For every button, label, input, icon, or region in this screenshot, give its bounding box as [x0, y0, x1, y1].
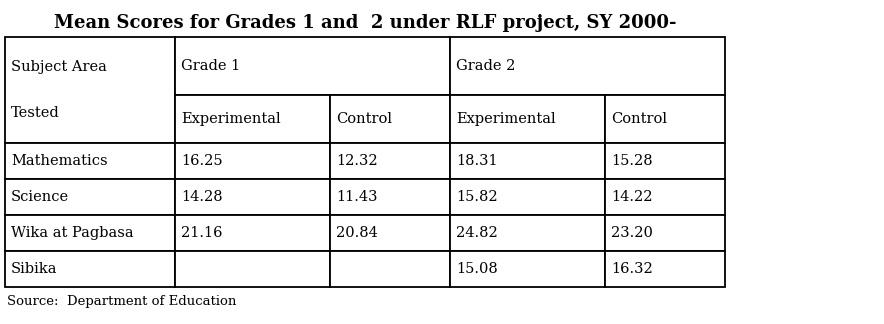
Bar: [175, 95, 330, 143]
Bar: [330, 143, 450, 179]
Text: 14.28: 14.28: [181, 190, 223, 204]
Text: Control: Control: [611, 112, 667, 126]
Text: Science: Science: [11, 190, 69, 204]
Bar: [5, 37, 175, 143]
Text: 15.82: 15.82: [456, 190, 498, 204]
Bar: [5, 215, 175, 251]
Text: Grade 2: Grade 2: [456, 59, 515, 73]
Text: 11.43: 11.43: [336, 190, 377, 204]
Text: 15.08: 15.08: [456, 262, 498, 276]
Bar: [450, 143, 605, 179]
Bar: [605, 143, 725, 179]
Text: Grade 1: Grade 1: [181, 59, 240, 73]
Text: Tested: Tested: [11, 106, 60, 120]
Text: 14.22: 14.22: [611, 190, 652, 204]
Text: Mean Scores for Grades 1 and  2 under RLF project, SY 2000-: Mean Scores for Grades 1 and 2 under RLF…: [54, 14, 676, 32]
Bar: [450, 251, 605, 287]
Text: Source:  Department of Education: Source: Department of Education: [7, 295, 236, 308]
Bar: [450, 179, 605, 215]
Bar: [5, 251, 175, 287]
Bar: [330, 251, 450, 287]
Bar: [175, 37, 450, 95]
Bar: [605, 179, 725, 215]
Text: Control: Control: [336, 112, 392, 126]
Bar: [605, 95, 725, 143]
Text: Experimental: Experimental: [456, 112, 556, 126]
Bar: [175, 215, 330, 251]
Text: Sibika: Sibika: [11, 262, 57, 276]
Bar: [605, 251, 725, 287]
Bar: [175, 251, 330, 287]
Text: 12.32: 12.32: [336, 154, 377, 168]
Text: Wika at Pagbasa: Wika at Pagbasa: [11, 226, 133, 240]
Bar: [450, 215, 605, 251]
Bar: [5, 143, 175, 179]
Bar: [330, 215, 450, 251]
Text: Subject Area: Subject Area: [11, 60, 107, 74]
Bar: [450, 37, 725, 95]
Bar: [330, 95, 450, 143]
Text: 16.25: 16.25: [181, 154, 223, 168]
Bar: [175, 179, 330, 215]
Bar: [5, 179, 175, 215]
Bar: [330, 179, 450, 215]
Text: 20.84: 20.84: [336, 226, 377, 240]
Text: 24.82: 24.82: [456, 226, 498, 240]
Bar: [450, 95, 605, 143]
Text: 15.28: 15.28: [611, 154, 652, 168]
Text: Experimental: Experimental: [181, 112, 280, 126]
Text: 18.31: 18.31: [456, 154, 498, 168]
Text: 16.32: 16.32: [611, 262, 652, 276]
Bar: [175, 143, 330, 179]
Text: Mathematics: Mathematics: [11, 154, 108, 168]
Text: 21.16: 21.16: [181, 226, 223, 240]
Text: 23.20: 23.20: [611, 226, 653, 240]
Bar: [605, 215, 725, 251]
